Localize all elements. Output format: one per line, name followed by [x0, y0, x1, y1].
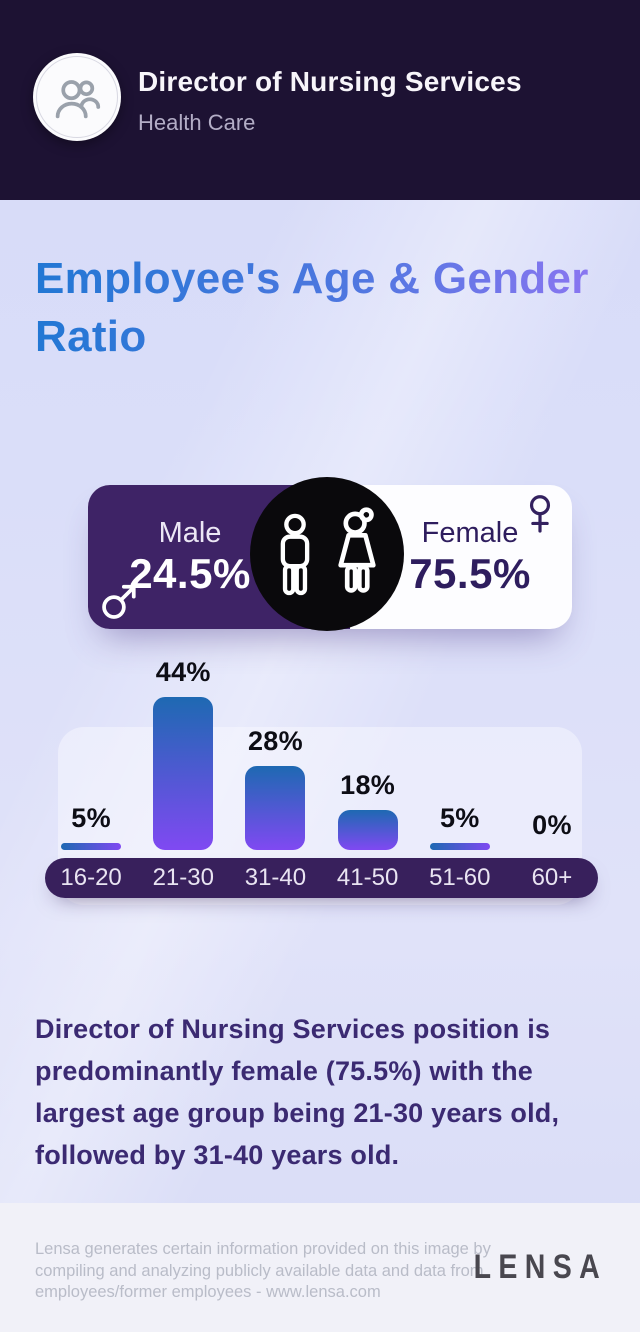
axis-category-label: 51-60	[429, 864, 491, 891]
man-icon	[269, 504, 321, 604]
summary-text: Director of Nursing Services position is…	[35, 1014, 560, 1170]
axis-category-label: 31-40	[244, 864, 307, 891]
bar-value-label: 0%	[532, 810, 572, 840]
avatar	[33, 53, 121, 141]
bar-column: 0%	[506, 640, 598, 850]
female-stat: Female 75.5%	[390, 485, 550, 629]
lensa-logo: LENSA	[473, 1246, 607, 1287]
bar-value-label: 28%	[247, 726, 303, 756]
female-symbol-icon	[524, 493, 556, 537]
gender-badge	[250, 477, 404, 631]
bar-value-label: 44%	[155, 657, 211, 687]
bars-row: 5% 44% 28% 18% 5% 0%	[45, 640, 598, 850]
x-axis-band: 16-20 21-30 31-40 41-50 51-60 60+	[45, 858, 598, 898]
male-stat: Male 24.5%	[115, 485, 265, 629]
bar-column: 18%	[322, 640, 414, 850]
bar-column: 5%	[414, 640, 506, 850]
axis-category-label: 41-50	[336, 864, 399, 891]
people-icon	[47, 67, 107, 127]
axis-category-label: 60+	[531, 864, 573, 891]
page-title: Employee's Age & Gender Ratio	[35, 250, 613, 366]
bar	[429, 843, 490, 850]
axis-category-label: 16-20	[60, 864, 122, 891]
male-symbol-icon	[98, 579, 142, 623]
bar-value-label: 18%	[340, 770, 396, 800]
bar-column: 44%	[137, 640, 229, 850]
axis-category-label: 21-30	[152, 864, 214, 891]
bar	[153, 697, 214, 850]
male-value: 24.5%	[129, 549, 251, 597]
bar	[245, 766, 306, 850]
bar-column: 5%	[45, 640, 137, 850]
bar	[337, 810, 398, 850]
disclaimer-text: Lensa generates certain information prov…	[35, 1240, 491, 1301]
bar-value-label: 5%	[71, 803, 111, 833]
header: Director of Nursing Services Health Care	[0, 0, 640, 200]
female-label: Female	[421, 516, 519, 549]
industry-label: Health Care	[138, 110, 256, 135]
female-value: 75.5%	[409, 549, 531, 597]
bar-value-label: 5%	[439, 803, 480, 833]
bar	[61, 843, 122, 850]
footer: Lensa generates certain information prov…	[0, 1203, 640, 1332]
bar-column: 28%	[229, 640, 321, 850]
gender-ratio-card: Male 24.5% Female 75.5%	[88, 477, 572, 631]
male-label: Male	[158, 516, 222, 549]
woman-icon	[329, 504, 385, 604]
job-title: Director of Nursing Services	[138, 66, 522, 97]
